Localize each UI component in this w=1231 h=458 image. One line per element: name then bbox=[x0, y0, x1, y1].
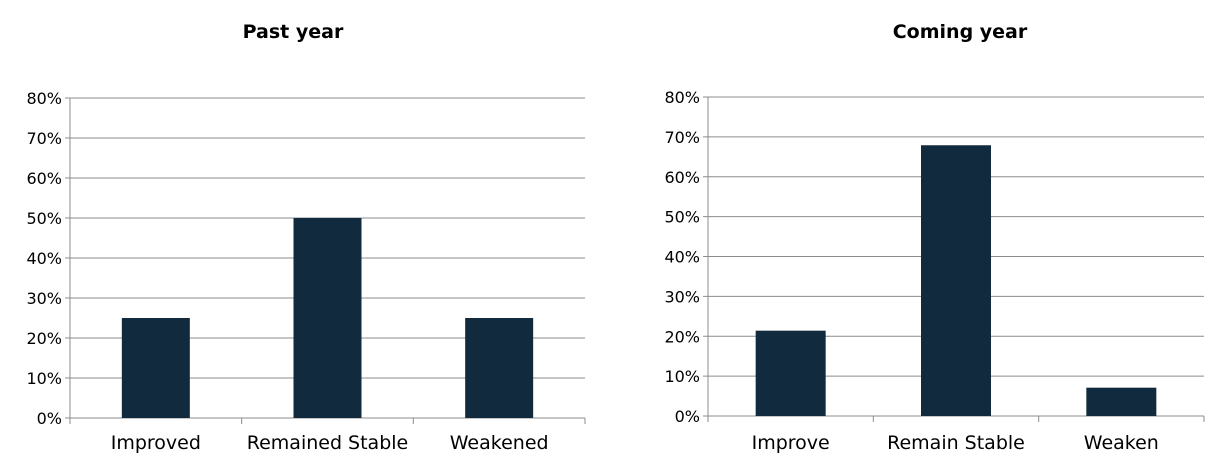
x-category-label: Improved bbox=[111, 432, 201, 454]
x-category-label: Remained Stable bbox=[247, 432, 408, 454]
y-tick-label: 30% bbox=[664, 287, 700, 306]
bar bbox=[465, 318, 534, 418]
y-tick-label: 30% bbox=[26, 289, 62, 308]
x-category-label: Improve bbox=[752, 432, 830, 454]
y-tick-label: 10% bbox=[26, 369, 62, 388]
y-tick-label: 70% bbox=[26, 129, 62, 148]
y-tick-label: 80% bbox=[26, 89, 62, 108]
y-tick-label: 70% bbox=[664, 128, 700, 147]
chart-past-year: Past year 0% 10% 20% 30% 40% 50% 60% 70% 80% Impr… bbox=[26, 21, 586, 454]
bar bbox=[755, 330, 826, 416]
y-tick-label: 10% bbox=[664, 367, 700, 386]
y-tick-label: 20% bbox=[664, 327, 700, 346]
y-tick-label: 0% bbox=[37, 409, 62, 428]
y-tick-label: 60% bbox=[664, 168, 700, 187]
bar bbox=[921, 145, 991, 416]
x-category-label: Weakened bbox=[450, 432, 549, 454]
chart-title: Coming year bbox=[893, 21, 1028, 43]
y-tick-label: 60% bbox=[26, 169, 62, 188]
y-tick-label: 80% bbox=[664, 88, 700, 107]
y-tick-label: 50% bbox=[26, 209, 62, 228]
y-tick-label: 50% bbox=[664, 208, 700, 227]
x-category-label: Remain Stable bbox=[887, 432, 1025, 454]
y-tick-label: 40% bbox=[26, 249, 62, 268]
y-tick-label: 0% bbox=[675, 407, 700, 426]
bar bbox=[1086, 387, 1157, 416]
y-tick-label: 40% bbox=[664, 248, 700, 267]
chart-title: Past year bbox=[243, 21, 344, 43]
bar bbox=[121, 318, 190, 418]
x-category-label: Weaken bbox=[1084, 432, 1159, 454]
chart-coming-year: Coming year 0% 10% 20% 30% 40% 50% 60% 70% 80% Im… bbox=[664, 21, 1205, 454]
bar bbox=[293, 218, 362, 418]
y-tick-label: 20% bbox=[26, 329, 62, 348]
